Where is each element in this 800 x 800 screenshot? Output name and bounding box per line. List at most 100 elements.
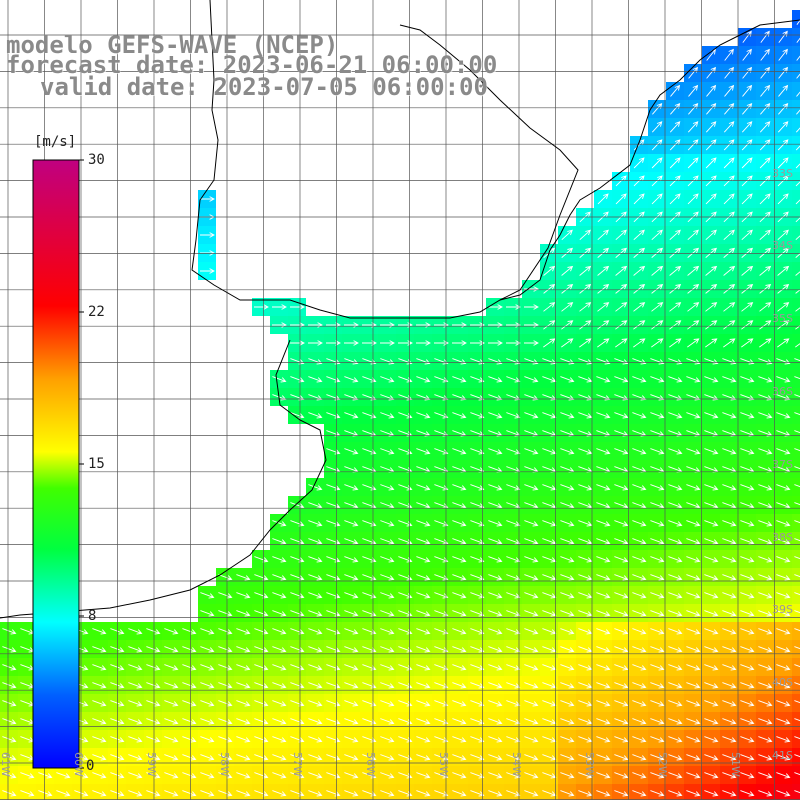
wind-arrow <box>742 48 752 61</box>
wind-arrow <box>416 376 431 383</box>
wind-arrow <box>272 664 287 671</box>
wind-arrow <box>795 163 800 169</box>
wind-arrow <box>128 682 143 689</box>
wind-arrow <box>686 754 701 761</box>
wind-arrow <box>615 265 628 276</box>
wind-arrow <box>560 412 575 419</box>
wind-arrow <box>796 55 800 61</box>
wind-arrow <box>561 338 574 348</box>
wind-arrow <box>650 664 665 671</box>
wind-cell <box>792 604 800 622</box>
wind-arrow <box>632 556 647 563</box>
wind-arrow <box>506 790 521 797</box>
wind-arrow <box>524 304 539 310</box>
wind-arrow <box>651 284 664 294</box>
wind-arrow <box>308 682 323 689</box>
wind-arrow <box>218 646 233 653</box>
wind-cell <box>432 784 450 800</box>
wind-arrow <box>200 718 215 725</box>
wind-arrow <box>236 592 251 599</box>
wind-cell <box>108 784 126 800</box>
wind-arrow <box>614 376 629 383</box>
wind-arrow <box>344 484 359 491</box>
wind-arrow <box>614 394 629 401</box>
wind-cell <box>630 784 648 800</box>
wind-cell <box>576 784 594 800</box>
wind-arrow <box>614 718 629 725</box>
wind-arrow <box>561 284 574 294</box>
wind-arrow <box>560 682 575 689</box>
wind-arrow <box>146 736 161 743</box>
wind-arrow <box>758 592 773 599</box>
wind-arrow <box>578 448 593 455</box>
wind-arrow <box>434 718 449 725</box>
wind-arrow <box>380 772 395 779</box>
wind-arrow <box>740 448 755 455</box>
lon-label: 52W <box>656 752 669 777</box>
wind-arrow <box>560 664 575 671</box>
wind-arrow <box>758 664 773 671</box>
wind-arrow <box>632 718 647 725</box>
wind-arrow <box>632 574 647 581</box>
wind-arrow <box>740 538 755 545</box>
wind-arrow <box>452 412 467 419</box>
wind-arrow <box>795 145 800 151</box>
wind-arrow <box>614 754 629 761</box>
wind-arrow <box>686 790 701 797</box>
wind-arrow <box>561 265 574 276</box>
wind-arrow <box>560 556 575 563</box>
wind-arrow <box>2 700 17 707</box>
wind-arrow <box>632 700 647 707</box>
wind-arrow <box>344 376 359 383</box>
wind-arrow <box>164 754 179 761</box>
wind-arrow <box>470 628 485 635</box>
wind-arrow <box>758 628 773 635</box>
wind-cell <box>792 514 800 532</box>
wind-arrow <box>668 556 683 563</box>
wind-arrow <box>615 193 627 205</box>
wind-arrow <box>596 682 611 689</box>
wind-arrow <box>615 284 628 294</box>
wind-arrow <box>596 790 611 797</box>
wind-arrow <box>759 265 772 276</box>
wind-arrow <box>687 121 699 133</box>
wind-arrow <box>759 229 771 241</box>
wind-arrow <box>560 700 575 707</box>
wind-arrow <box>560 484 575 491</box>
wind-arrow <box>704 664 719 671</box>
wind-arrow <box>561 320 574 330</box>
wind-arrow <box>795 253 800 258</box>
wind-arrow <box>236 664 251 671</box>
wind-arrow <box>560 736 575 743</box>
wind-arrow <box>416 754 431 761</box>
wind-arrow <box>380 736 395 743</box>
wind-arrow <box>669 284 682 294</box>
wind-arrow <box>597 229 609 241</box>
wind-arrow <box>506 538 521 545</box>
wind-arrow <box>722 772 737 779</box>
wind-arrow <box>704 592 719 599</box>
coastline <box>0 0 800 619</box>
wind-arrow <box>272 538 287 545</box>
wind-arrow <box>650 538 665 545</box>
wind-arrow <box>218 700 233 707</box>
wind-arrow <box>668 754 683 761</box>
wind-arrow <box>704 736 719 743</box>
wind-cell <box>792 442 800 460</box>
wind-arrow <box>705 284 718 294</box>
wind-arrow <box>470 376 485 383</box>
wind-arrow <box>470 538 485 545</box>
wind-arrow <box>651 338 664 348</box>
wind-arrow <box>669 265 682 276</box>
wind-arrow <box>760 66 770 79</box>
wind-arrow <box>777 320 790 330</box>
wind-arrow <box>596 556 611 563</box>
wind-arrow <box>722 592 737 599</box>
wind-arrow <box>705 247 718 258</box>
wind-arrow <box>758 448 773 455</box>
wind-arrow <box>2 646 17 653</box>
wind-arrow <box>776 484 791 491</box>
wind-arrow <box>488 646 503 653</box>
wind-arrow <box>254 574 269 581</box>
wind-arrow <box>596 718 611 725</box>
